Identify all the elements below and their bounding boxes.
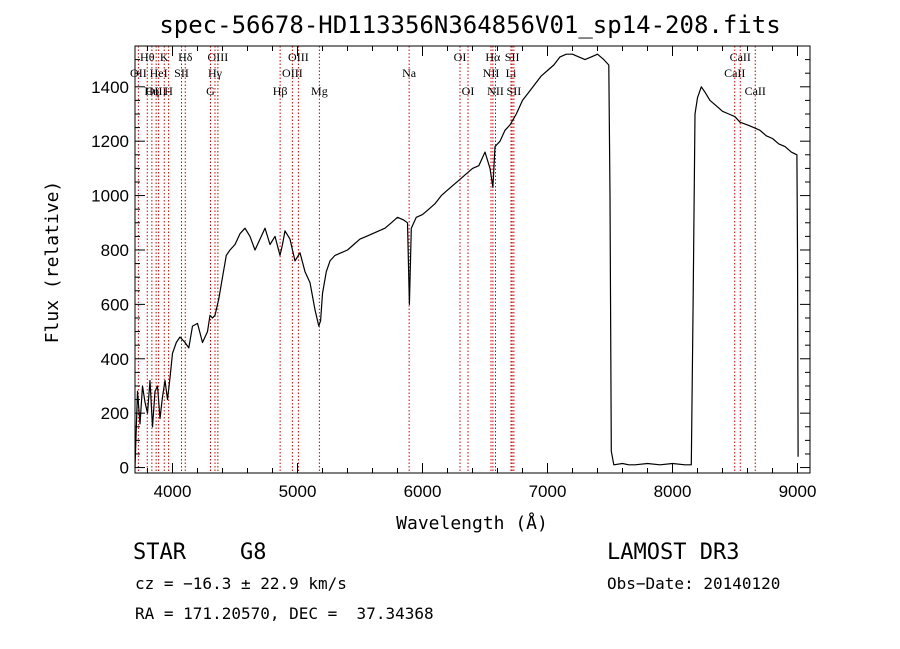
- emission-line-label: HeI: [150, 66, 168, 80]
- emission-line-label: H: [164, 84, 173, 98]
- emission-line-label: OIII: [288, 50, 309, 64]
- emission-line-label: K: [160, 50, 169, 64]
- redshift-value: cz = −16.3 ± 22.9 km/s: [135, 574, 347, 593]
- emission-line-label: Na: [402, 66, 417, 80]
- survey-name: LAMOST DR3: [607, 540, 740, 565]
- emission-line-label: NII: [483, 66, 500, 80]
- y-tick-label: 400: [101, 350, 129, 369]
- y-tick-label: 1200: [91, 132, 129, 151]
- emission-line-label: Hβ: [273, 84, 288, 98]
- emission-line-label: CaII: [745, 84, 766, 98]
- emission-line-label: SII: [174, 66, 189, 80]
- y-tick-label: 600: [101, 295, 129, 314]
- observation-date: Obs−Date: 20140120: [607, 574, 781, 593]
- spectrum-line: [134, 53, 799, 468]
- plot-frame: [134, 45, 811, 474]
- emission-line-label: Mg: [311, 84, 328, 98]
- x-tick-label: 9000: [779, 482, 817, 501]
- emission-line-label: Hγ: [208, 66, 223, 80]
- spectral-subclass: G8: [240, 540, 267, 565]
- chart-title: spec-56678-HD113356N364856V01_sp14-208.f…: [159, 11, 780, 39]
- y-axis-label: Flux (relative): [42, 181, 63, 344]
- emission-line-label: SII: [505, 50, 520, 64]
- emission-line-label: OIII: [208, 50, 229, 64]
- emission-line-label: OI: [454, 50, 467, 64]
- emission-line-label: CaII: [730, 50, 751, 64]
- emission-line-label: Hη: [144, 84, 159, 98]
- emission-line-label: OIII: [146, 84, 167, 98]
- y-tick-label: 1400: [91, 78, 129, 97]
- emission-line-label: G: [206, 84, 215, 98]
- y-tick-label: 200: [101, 404, 129, 423]
- emission-line-label: Li: [506, 66, 517, 80]
- emission-line-label: CaII: [724, 66, 745, 80]
- y-tick-label: 1000: [91, 187, 129, 206]
- x-tick-label: 5000: [279, 482, 317, 501]
- x-axis-label: Wavelength (Å): [396, 512, 548, 534]
- emission-line-label: Hθ: [140, 50, 155, 64]
- object-class: STAR: [133, 540, 186, 565]
- x-tick-label: 6000: [404, 482, 442, 501]
- emission-line-label: SII: [507, 84, 522, 98]
- y-tick-label: 0: [120, 459, 129, 478]
- emission-line-label: Hα: [485, 50, 501, 64]
- emission-line-label: NII: [487, 84, 504, 98]
- emission-line-label: OI: [462, 84, 475, 98]
- emission-line-label: Hδ: [178, 50, 193, 64]
- emission-line-label: OIII: [282, 66, 303, 80]
- x-tick-label: 8000: [654, 482, 692, 501]
- x-tick-label: 7000: [529, 482, 567, 501]
- x-tick-label: 4000: [154, 482, 192, 501]
- y-tick-label: 800: [101, 241, 129, 260]
- coordinates: RA = 171.20570, DEC = 37.34368: [135, 604, 434, 623]
